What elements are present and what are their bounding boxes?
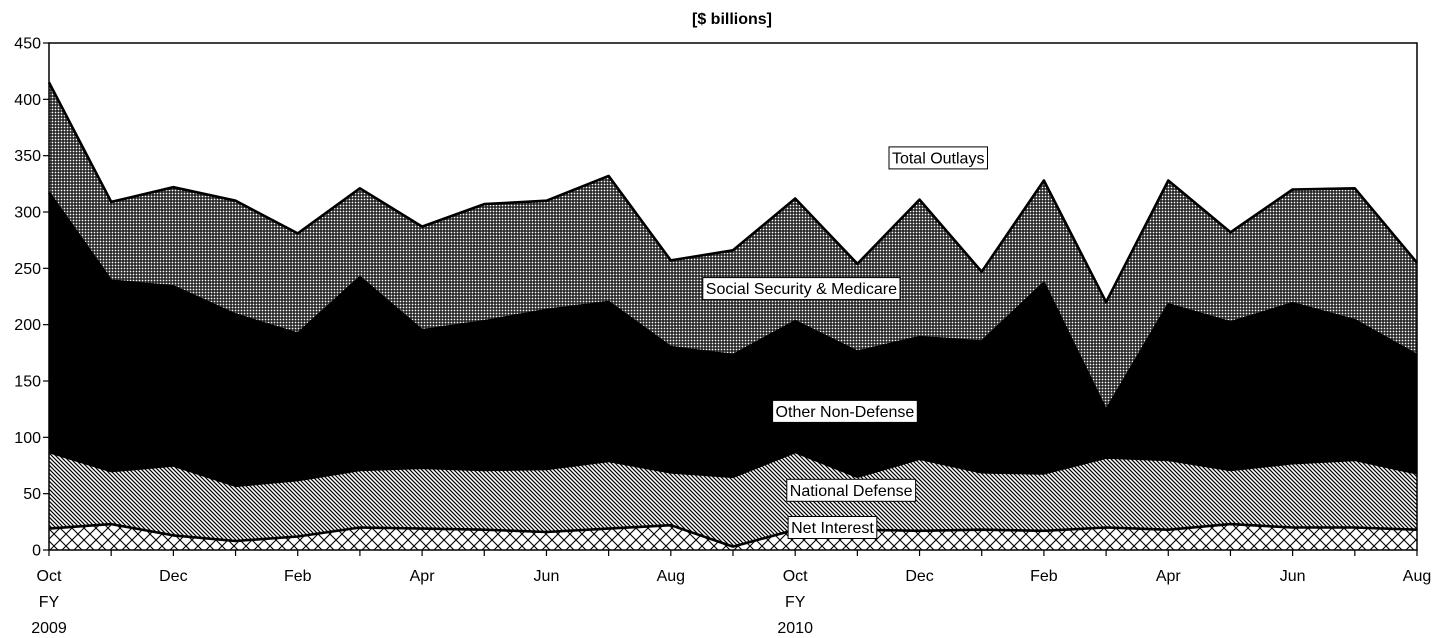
y-tick-label: 300	[14, 205, 41, 222]
area-national-defense	[49, 452, 1417, 547]
y-tick-label: 200	[14, 317, 41, 334]
chart-title: [$ billions]	[692, 11, 772, 28]
y-tick-label: 150	[14, 374, 41, 391]
x-tick-label: Apr	[1156, 568, 1182, 585]
y-tick-label: 250	[14, 261, 41, 278]
areas	[49, 82, 1417, 550]
line-net-interest	[48, 522, 1418, 548]
label-box	[702, 277, 901, 301]
y-tick-label: 400	[14, 92, 41, 109]
area-net-interest	[49, 524, 1417, 550]
label-national-defense: National Defense	[786, 478, 917, 502]
label-other-non-defense: Other Non-Defense	[772, 399, 918, 423]
area-other-non-defense	[49, 192, 1417, 486]
x-tick-label: Oct	[783, 568, 808, 585]
label-box	[787, 516, 878, 539]
y-tick-label: 350	[14, 148, 41, 165]
y-axis: 0 50 100 150 200 250 300 350 400 450	[14, 36, 49, 560]
x-tick-label: Feb	[284, 568, 312, 585]
label-text: National Defense	[790, 483, 913, 500]
x-tick-label: Oct	[37, 568, 62, 585]
line-national-defense	[48, 450, 1418, 488]
y-tick-label: 100	[14, 430, 41, 447]
line-other-non-defense	[47, 192, 1418, 412]
label-social-security-medicare: Social Security & Medicare	[702, 277, 901, 301]
x-tick-label: 2010	[777, 620, 813, 637]
area-social-security-medicare	[49, 82, 1417, 411]
line-social-security-medicare	[47, 81, 1418, 304]
label-total-outlays: Total Outlays	[888, 146, 988, 170]
label-box	[772, 399, 918, 423]
label-text: Total Outlays	[892, 150, 984, 167]
x-tick-label: Jun	[1280, 568, 1306, 585]
x-axis: Oct FY 2009 Dec Feb Apr Jun Aug Oct FY 2010 Dec Feb A…	[31, 550, 1431, 637]
label-text: Net Interest	[791, 520, 874, 537]
label-text: Other Non-Defense	[776, 404, 915, 421]
y-tick-label: 50	[23, 486, 41, 503]
x-tick-label: FY	[39, 594, 60, 611]
x-tick-label: Dec	[159, 568, 187, 585]
x-tick-label: Jun	[534, 568, 560, 585]
x-tick-label: Aug	[1403, 568, 1431, 585]
label-text: Social Security & Medicare	[706, 281, 897, 298]
x-tick-label: 2009	[31, 620, 67, 637]
x-tick-label: Apr	[410, 568, 436, 585]
x-tick-label: Aug	[657, 568, 685, 585]
y-tick-label: 450	[14, 36, 41, 53]
series-lines	[47, 81, 1418, 548]
area-labels: Total Outlays Social Security & Medicare O…	[702, 146, 988, 539]
x-tick-label: FY	[785, 594, 806, 611]
y-tick-label: 0	[32, 543, 41, 560]
label-box	[786, 478, 917, 502]
label-box	[888, 146, 988, 170]
x-tick-label: Feb	[1030, 568, 1058, 585]
x-tick-label: Dec	[905, 568, 933, 585]
label-net-interest: Net Interest	[787, 516, 878, 539]
